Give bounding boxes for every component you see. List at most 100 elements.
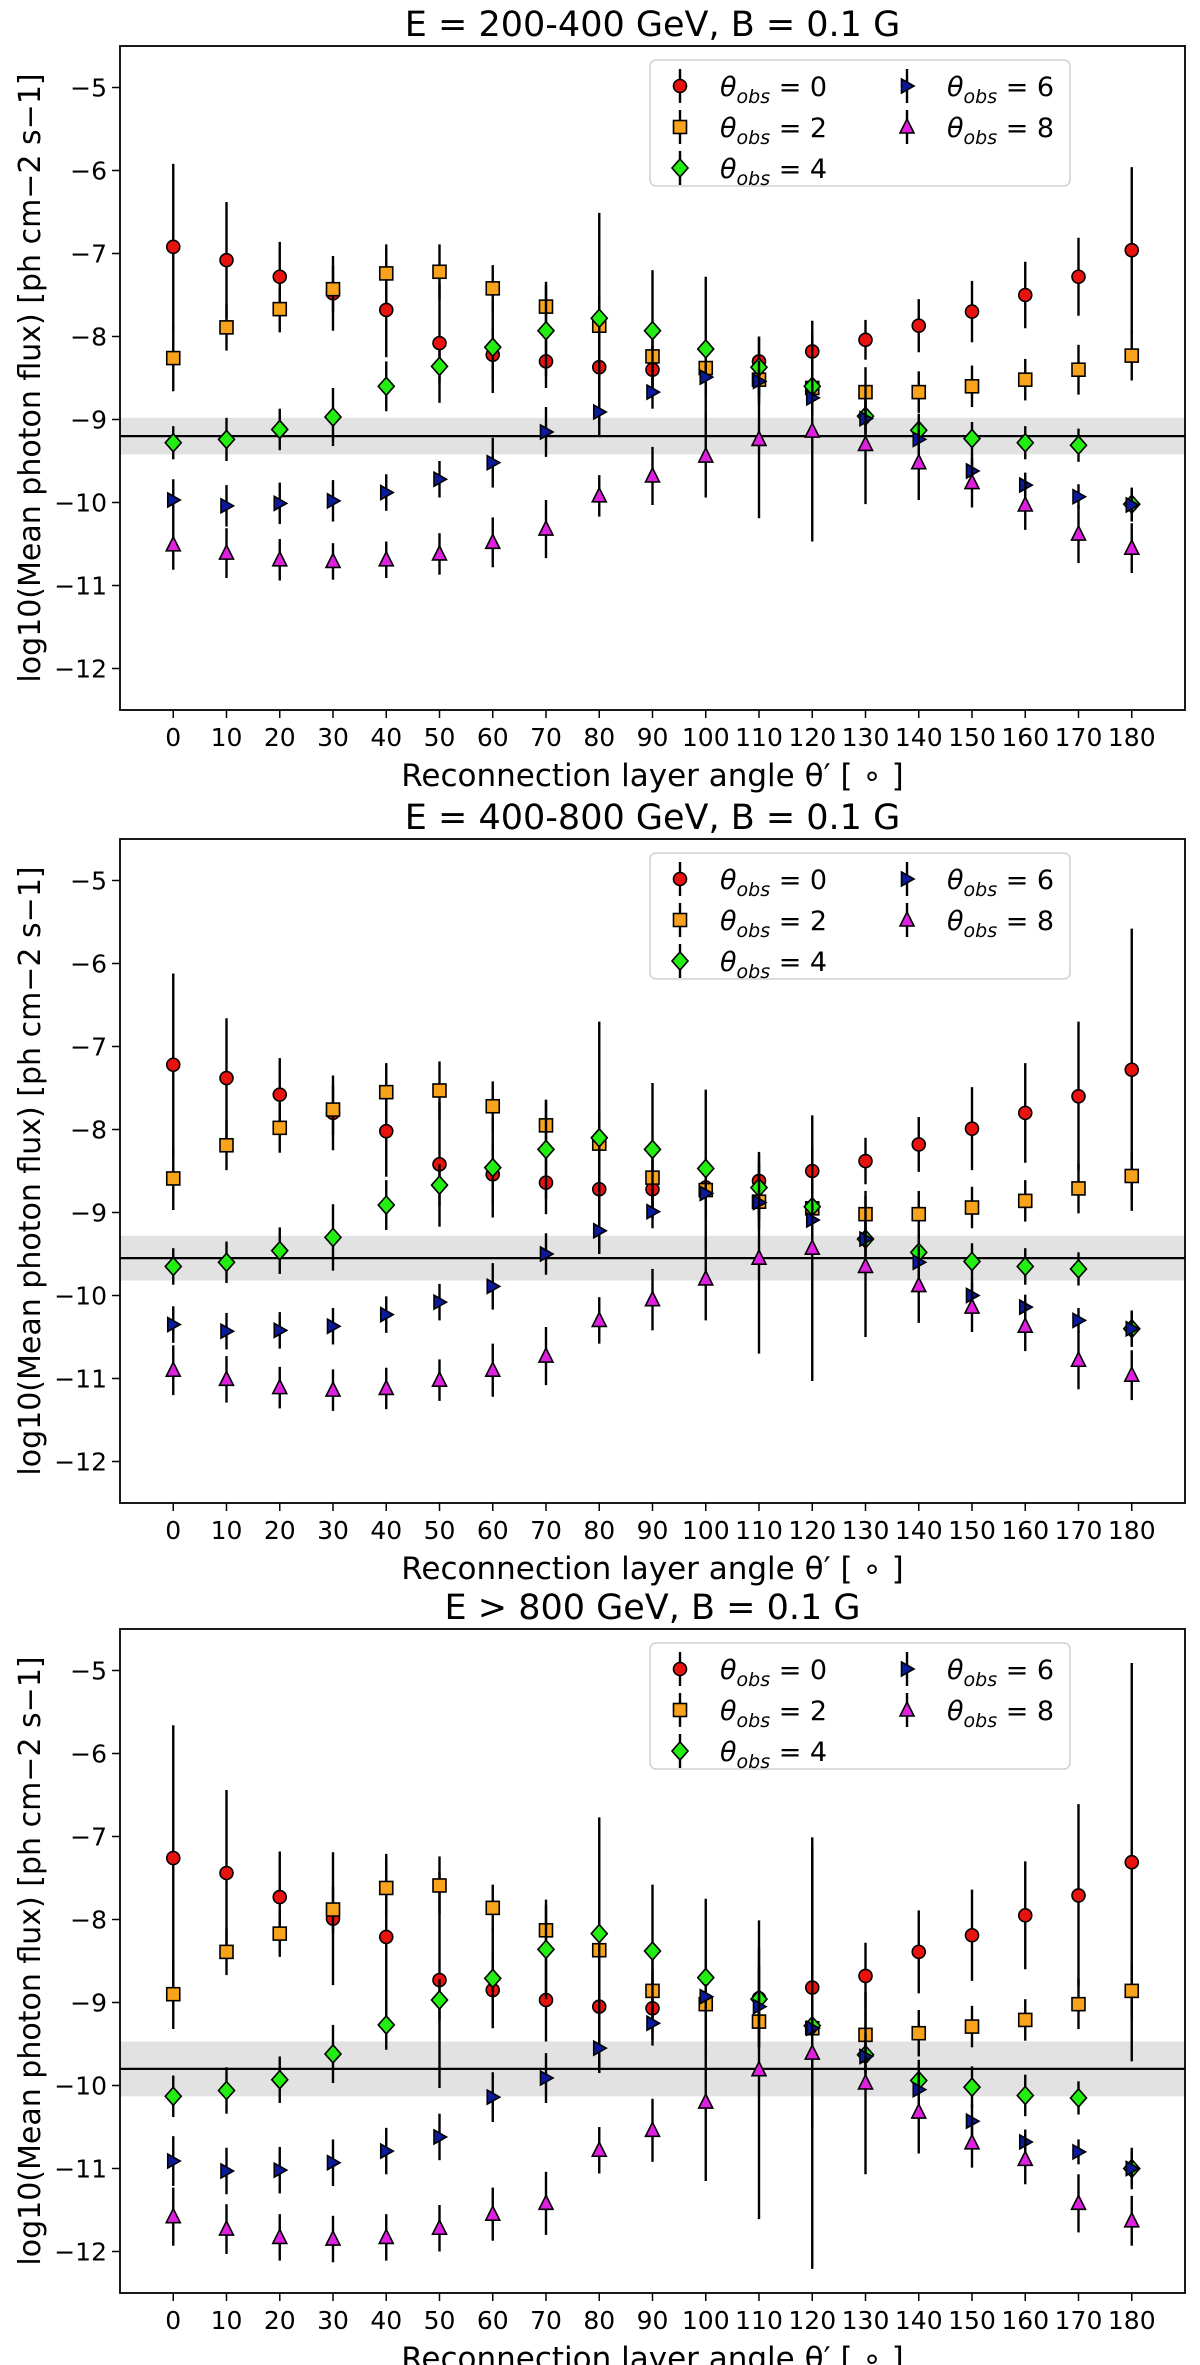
data-point — [696, 338, 715, 360]
data-point — [1071, 362, 1086, 378]
data-point — [1124, 1168, 1140, 1184]
data-point — [1071, 269, 1086, 285]
x-tick-label: 130 — [842, 2306, 890, 2335]
data-point — [325, 1102, 341, 1117]
data-point — [326, 1317, 342, 1335]
data-point — [750, 2059, 768, 2077]
data-point — [379, 1306, 395, 1323]
plot-frame — [119, 838, 1186, 1504]
x-tick-label: 0 — [165, 1516, 181, 1545]
data-point — [219, 252, 234, 268]
data-point — [220, 1322, 236, 1340]
x-tick-label: 90 — [637, 1516, 669, 1545]
data-point — [803, 421, 821, 438]
data-point — [964, 2019, 980, 2034]
data-point — [646, 2014, 662, 2032]
y-tick-label: −7 — [70, 1033, 107, 1062]
data-point — [166, 2152, 182, 2170]
data-point — [963, 1297, 981, 1314]
data-point — [164, 1360, 182, 1377]
data-point — [1072, 1312, 1088, 1329]
data-point — [1069, 1258, 1088, 1280]
legend-marker — [672, 1702, 688, 1718]
data-point — [430, 356, 449, 377]
chart-title: E = 200-400 GeV, B = 0.1 G — [405, 5, 900, 45]
legend-entry-2: θobs = 2 — [672, 1693, 827, 1732]
data-point — [164, 2086, 183, 2107]
x-tick-label: 170 — [1055, 2306, 1103, 2335]
data-point — [324, 1380, 342, 1397]
data-point — [378, 1084, 394, 1100]
data-point — [272, 1087, 288, 1102]
legend-entry-5: θobs = 8 — [898, 903, 1054, 942]
data-point — [644, 2120, 661, 2138]
y-axis-label: log10(Mean photon flux) [ph cm−2 s−1] — [13, 1656, 48, 2265]
legend-entry-3: θobs = 4 — [670, 151, 827, 190]
data-point — [377, 2014, 396, 2036]
data-point — [696, 1158, 715, 1179]
legend-box — [649, 59, 1071, 187]
legend-entry-5: θobs = 8 — [898, 1693, 1054, 1732]
data-point — [271, 1377, 289, 1395]
data-point — [1071, 1996, 1086, 2012]
y-tick-label: −9 — [70, 1199, 107, 1228]
data-point — [323, 406, 343, 428]
x-tick-label: 50 — [424, 2306, 456, 2335]
data-point — [430, 1989, 449, 2011]
legend-marker — [900, 870, 916, 888]
x-tick-label: 160 — [1001, 1516, 1049, 1545]
x-tick-label: 10 — [211, 1516, 243, 1545]
y-tick-label: −5 — [70, 867, 107, 896]
x-tick-label: 80 — [583, 723, 615, 752]
data-point — [964, 1200, 980, 1215]
data-point — [271, 2227, 289, 2245]
data-point — [220, 497, 236, 515]
data-point — [858, 332, 873, 348]
x-tick-label: 100 — [682, 1516, 730, 1545]
data-point — [217, 429, 236, 450]
data-point — [646, 1203, 662, 1221]
data-point — [433, 470, 449, 488]
data-point — [963, 2132, 981, 2150]
data-point — [379, 2142, 395, 2160]
data-point — [270, 1240, 289, 1261]
data-point — [1123, 1365, 1141, 1382]
y-tick-label: −10 — [54, 489, 107, 518]
legend-marker — [898, 1700, 916, 1717]
legend-marker — [898, 910, 916, 927]
data-point — [324, 551, 342, 569]
x-tick-label: 130 — [842, 1516, 890, 1545]
legend-label: θobs = 4 — [720, 1737, 827, 1773]
legend-label: θobs = 2 — [720, 906, 827, 942]
data-point — [1072, 488, 1088, 506]
legend-label: θobs = 6 — [947, 1655, 1054, 1691]
legend-label: θobs = 2 — [720, 113, 827, 149]
y-tick-label: −10 — [54, 1282, 107, 1311]
data-point — [1017, 2012, 1033, 2028]
data-point — [1124, 242, 1140, 258]
x-tick-label: 10 — [211, 2306, 243, 2335]
data-point — [1123, 538, 1141, 555]
x-tick-label: 70 — [530, 2306, 562, 2335]
legend-label: θobs = 4 — [720, 154, 827, 190]
data-point — [1017, 287, 1033, 303]
legend-marker — [672, 119, 688, 135]
x-tick-label: 180 — [1108, 1516, 1156, 1545]
data-point — [1017, 1908, 1033, 1923]
data-point — [270, 419, 289, 440]
data-point — [699, 368, 715, 386]
data-point — [911, 2025, 927, 2041]
data-point — [592, 2039, 608, 2057]
legend-marker — [670, 157, 690, 179]
data-point — [220, 2162, 236, 2180]
data-point — [537, 1346, 555, 1363]
x-tick-label: 120 — [788, 2306, 836, 2335]
y-tick-label: −11 — [54, 2155, 107, 2184]
x-tick-label: 150 — [948, 2306, 996, 2335]
data-point — [1016, 432, 1035, 453]
x-tick-label: 60 — [477, 1516, 509, 1545]
data-point — [1071, 1181, 1086, 1196]
x-tick-label: 170 — [1055, 1516, 1103, 1545]
x-tick-label: 90 — [637, 2306, 669, 2335]
data-point — [432, 1083, 447, 1098]
